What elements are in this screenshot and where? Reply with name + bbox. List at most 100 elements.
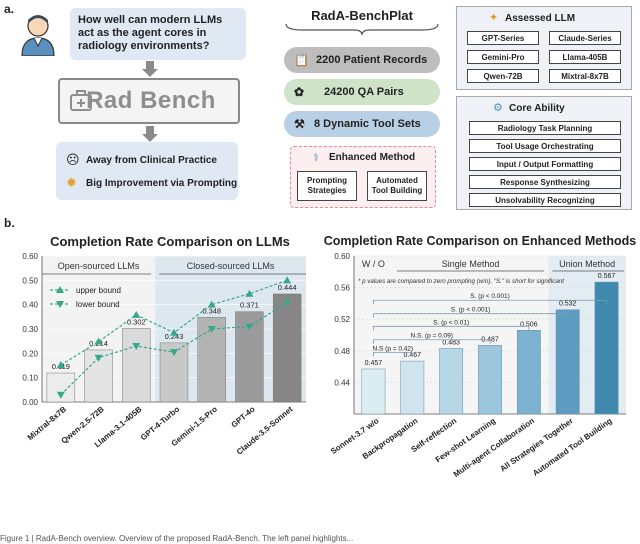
lightbulb-icon: ✹: [66, 175, 77, 190]
y-tick-label: 0.60: [334, 252, 350, 261]
medical-kit-icon: [70, 90, 92, 111]
significance-note: * p values are compared to zero promptin…: [358, 278, 564, 285]
bar: [478, 345, 502, 415]
group-label: Open-sourced LLMs: [58, 261, 140, 271]
bar-value-label: 0.567: [598, 273, 616, 280]
bar-value-label: 0.348: [202, 306, 221, 315]
y-tick-label: 0.40: [22, 301, 38, 310]
platform-item-tool-sets: ⚒ 8 Dynamic Tool Sets: [284, 111, 440, 137]
bound-marker: [56, 361, 65, 369]
group-label: Single Method: [442, 259, 500, 269]
legend-label: upper bound: [76, 286, 121, 295]
y-tick-label: 0.44: [334, 378, 350, 387]
gear-icon: ⚙: [493, 102, 503, 114]
y-tick-label: 0.56: [334, 284, 350, 293]
outcome-1: Away from Clinical Practice: [86, 155, 217, 166]
bar-value-label: 0.444: [278, 283, 297, 292]
y-tick-label: 0.00: [22, 398, 38, 407]
outcome-box: ☹ Away from Clinical Practice ✹ Big Impr…: [56, 142, 238, 200]
significance-bracket: [373, 339, 491, 344]
bar: [516, 330, 541, 415]
prompting-strategies-tag: Prompting Strategies: [297, 171, 357, 201]
bound-marker: [283, 276, 292, 284]
y-tick-label: 0.20: [22, 349, 38, 358]
openai-icon: ✿: [294, 85, 305, 99]
bar-value-label: 0.302: [127, 318, 146, 327]
bar: [439, 348, 464, 415]
enhanced-method-box: ⚕ Enhanced Method Prompting Strategies A…: [290, 146, 436, 208]
panel-b-label: b.: [4, 216, 15, 230]
significance-label: N.S (p = 0.42): [373, 345, 414, 352]
radabench-logo: Rad Bench: [58, 78, 240, 124]
llm-tag: Mixtral-8x7B: [549, 69, 621, 83]
bound-marker: [170, 349, 178, 357]
platform-item-patient-records: 📋 2200 Patient Records: [284, 47, 440, 73]
bar-value-label: 0.532: [559, 301, 577, 308]
x-tick-label: All Strategies Together: [498, 416, 574, 473]
chart1-title: Completion Rate Comparison on LLMs: [50, 234, 290, 249]
significance-label: S. (p < 0.001): [451, 307, 491, 314]
significance-bracket: [373, 299, 607, 305]
bound-marker: [170, 328, 178, 336]
chart2-title: Completion Rate Comparison on Enhanced M…: [323, 234, 637, 248]
core-ability-item: Unsolvability Recognizing: [469, 193, 621, 207]
sparkle-icon: ✦: [489, 12, 499, 24]
bar-value-label: 0.457: [365, 360, 383, 367]
chart1-completion-rate-llms: Open-sourced LLMs Closed-sourced LLMs 0.00…: [22, 252, 306, 457]
y-tick-label: 0.60: [22, 252, 38, 261]
x-tick-label: Automated Tool Building: [531, 416, 614, 478]
significance-label: S. (p < 0.01): [433, 319, 469, 326]
significance-bracket: [373, 351, 413, 357]
bound-marker: [245, 323, 254, 331]
logo-text: Rad Bench: [86, 87, 216, 114]
brace-icon: [285, 23, 439, 36]
y-tick-label: 0.30: [22, 325, 38, 334]
clipboard-icon: 📋: [294, 53, 309, 67]
significance-label: N.S. (p = 0.09): [410, 333, 452, 340]
x-tick-label: GPT-4o: [229, 405, 256, 430]
llm-tag: Claude-Series: [549, 31, 621, 45]
frown-face-icon: ☹: [66, 152, 80, 167]
group-label: Closed-sourced LLMs: [187, 261, 275, 271]
legend-marker: [56, 286, 64, 293]
dna-icon: ⚕: [313, 152, 319, 164]
chart2-completion-rate-methods: W / O Single Method Union Method 0.44 0.48 0.…: [329, 252, 626, 479]
significance-bracket: [373, 325, 530, 331]
core-ability-item: Response Synthesizing: [469, 175, 621, 189]
bar-value-label: 0.243: [165, 332, 184, 341]
significance-bracket: [373, 313, 569, 318]
bound-marker: [207, 326, 216, 333]
bar: [400, 360, 425, 415]
bar: [594, 281, 619, 415]
bound-marker: [132, 343, 141, 351]
bar: [272, 293, 302, 403]
bound-marker: [94, 337, 103, 345]
bound-marker: [56, 391, 65, 399]
panel-a-label: a.: [4, 2, 15, 16]
bar: [555, 309, 580, 415]
y-tick-label: 0.52: [334, 315, 350, 324]
doctor-icon: [21, 15, 55, 56]
bound-marker: [245, 289, 254, 297]
question-box: How well can modern LLMs act as the agen…: [70, 8, 246, 60]
bar-value-label: 0.483: [442, 339, 460, 346]
group-label: Union Method: [559, 259, 615, 269]
bar-value-label: 0.371: [240, 301, 259, 310]
legend-label: lower bound: [76, 300, 120, 309]
bound-marker: [207, 300, 216, 308]
bound-marker: [283, 299, 292, 307]
y-tick-label: 0.50: [22, 276, 38, 285]
bound-marker: [94, 354, 103, 362]
y-tick-label: 0.10: [22, 374, 38, 383]
outcome-2: Big Improvement via Prompting: [86, 178, 238, 189]
bar-value-label: 0.506: [520, 321, 538, 328]
llm-tag: Qwen-72B: [467, 69, 539, 83]
core-ability-item: Tool Usage Orchestrating: [469, 139, 621, 153]
bar: [361, 368, 386, 415]
bound-marker: [132, 310, 141, 318]
core-ability-item: Radiology Task Planning: [469, 121, 621, 135]
tool-icon: ⚒: [294, 117, 305, 131]
arrow-down-icon: [142, 61, 158, 77]
assessed-llm-box: ✦ Assessed LLM GPT-Series Claude-Series …: [456, 6, 632, 90]
figure-caption: Figure 1 | RadA-Bench overview. Overview…: [0, 534, 354, 543]
